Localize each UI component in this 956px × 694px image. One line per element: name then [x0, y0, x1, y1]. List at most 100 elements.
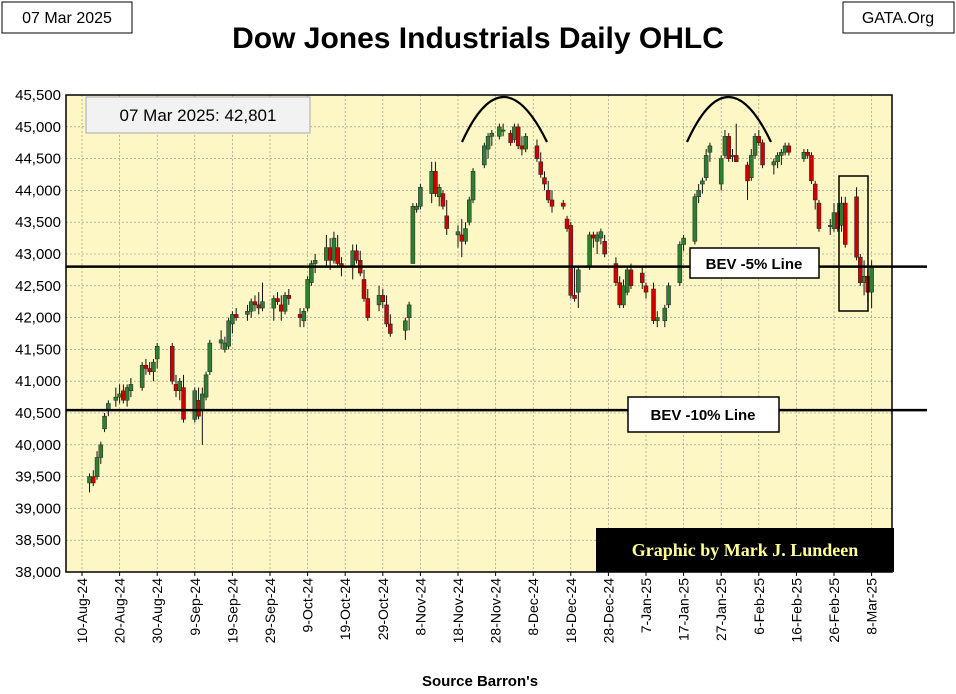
candle-down — [534, 139, 540, 162]
chart-title: Dow Jones Industrials Daily OHLC — [232, 22, 724, 55]
candle-up — [677, 241, 683, 286]
candle-up — [177, 378, 183, 401]
candle-body — [463, 228, 468, 242]
candle-body — [192, 390, 198, 420]
candle-body — [455, 231, 461, 236]
candle-up — [681, 234, 686, 251]
candle-up — [752, 133, 758, 159]
candle-body — [151, 361, 156, 372]
candle-body — [572, 295, 577, 299]
candle-body — [515, 126, 521, 147]
candle-body — [403, 320, 408, 331]
candle-body — [98, 444, 104, 458]
candle-body — [102, 415, 107, 430]
candle-body — [143, 365, 149, 369]
candle-down — [572, 266, 577, 302]
bev10-label: BEV -10% Line — [650, 407, 755, 424]
candle-down — [143, 358, 149, 375]
y-tick-label: 38,500 — [15, 532, 61, 549]
candle-up — [489, 129, 495, 146]
candle-body — [831, 212, 837, 229]
credit-box — [596, 528, 894, 572]
candle-body — [350, 250, 355, 267]
candle-body — [809, 155, 814, 182]
candle-up — [467, 196, 472, 226]
candle-down — [365, 288, 371, 321]
x-tick-label: 29-Oct-24 — [375, 578, 391, 640]
y-tick-label: 44,000 — [15, 182, 61, 199]
candle-body — [485, 136, 491, 150]
candle-up — [500, 123, 506, 137]
candle-body — [812, 183, 818, 201]
candle-body — [598, 231, 604, 239]
candle-down — [181, 374, 186, 423]
candle-up — [309, 260, 314, 286]
candle-down — [545, 180, 551, 204]
candle-down — [726, 133, 731, 162]
candle-body — [230, 314, 235, 325]
candle-body — [749, 155, 754, 178]
candle-body — [444, 215, 449, 229]
candle-body — [786, 145, 792, 153]
candle-down — [549, 190, 555, 213]
candle-body — [613, 263, 619, 283]
candle-up — [666, 282, 671, 309]
candle-body — [722, 136, 728, 156]
candles — [87, 123, 874, 493]
candle-body — [775, 155, 780, 163]
candle-up — [700, 177, 705, 194]
x-tick-label: 8-Dec-24 — [525, 578, 541, 636]
candle-down — [651, 282, 656, 324]
candle-down — [858, 254, 863, 286]
candle-body — [173, 384, 179, 391]
candle-body — [839, 202, 844, 226]
candle-body — [354, 250, 359, 261]
candle-body — [433, 171, 438, 194]
candle-up — [624, 266, 630, 296]
candle-body — [429, 171, 434, 194]
candle-up — [771, 158, 777, 175]
candle-body — [564, 218, 570, 229]
candle-body — [651, 288, 656, 322]
source-label: Source Barron's — [422, 673, 538, 690]
candle-down — [542, 171, 547, 191]
candle-up — [775, 152, 780, 169]
candle-up — [621, 279, 626, 309]
candle-up — [482, 142, 487, 169]
candle-body — [121, 390, 126, 401]
x-tick-label: 8-Nov-24 — [412, 578, 428, 636]
y-axis: 38,000 38,500 39,000 39,500 40,000 40,500 41,0… — [15, 87, 61, 581]
y-tick-label: 40,000 — [15, 437, 61, 454]
candle-body — [696, 190, 701, 198]
bev5-box — [689, 247, 820, 279]
candle-body — [440, 193, 446, 207]
x-tick-label: 19-Sep-24 — [224, 578, 240, 644]
candle-body — [279, 304, 284, 312]
candle-down — [568, 222, 574, 299]
candle-up — [418, 184, 423, 210]
candle-up — [248, 298, 254, 318]
site-box — [842, 1, 955, 34]
candle-up — [718, 155, 724, 191]
candle-body — [91, 476, 96, 484]
candle-down — [760, 139, 765, 169]
candle-up — [403, 317, 408, 340]
candle-body — [538, 161, 543, 175]
plot-area — [66, 95, 892, 572]
candle-body — [854, 196, 859, 258]
y-tick-label: 44,500 — [15, 151, 61, 168]
candle-body — [305, 279, 310, 309]
candle-body — [94, 457, 100, 477]
candle-body — [169, 345, 175, 382]
candle-body — [681, 237, 686, 245]
candle-body — [218, 339, 224, 344]
x-tick-label: 9-Oct-24 — [300, 578, 316, 633]
candle-body — [252, 301, 258, 306]
candle-body — [282, 295, 288, 312]
candle-down — [816, 199, 822, 232]
candle-body — [594, 234, 600, 242]
candle-body — [617, 282, 622, 306]
candle-up — [436, 184, 442, 207]
candle-up — [587, 231, 592, 270]
candle-down — [335, 234, 340, 267]
